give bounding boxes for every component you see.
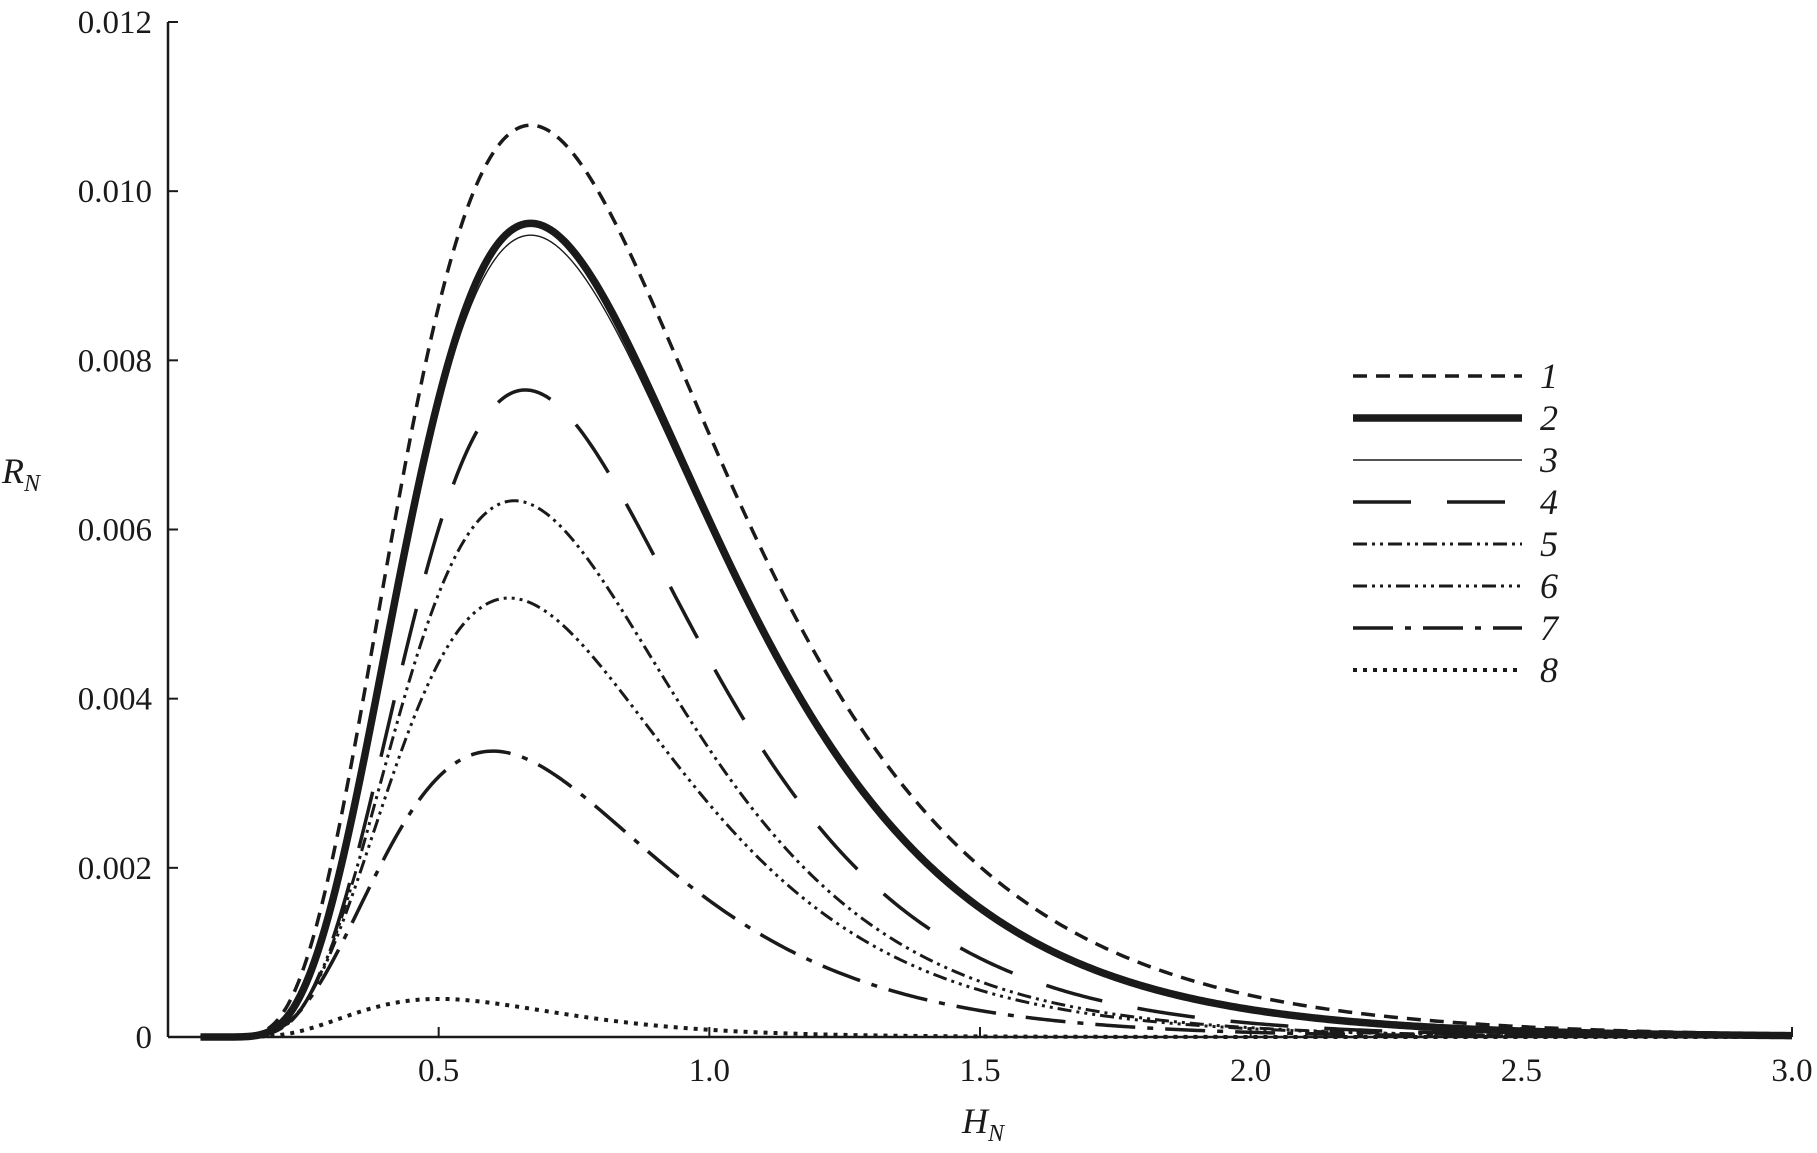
y-axis-title: RN <box>1 451 42 497</box>
y-axis-title-sub: N <box>23 471 42 497</box>
y-tick-label: 0.012 <box>78 5 152 41</box>
legend-label-5: 5 <box>1540 524 1558 564</box>
legend-label-7: 7 <box>1540 608 1560 648</box>
legend-label-4: 4 <box>1540 482 1558 522</box>
axis-titles: RN HN <box>1 451 1006 1147</box>
x-axis-title-sub: N <box>987 1121 1006 1147</box>
legend-label-6: 6 <box>1540 566 1558 606</box>
x-tick-label: 2.0 <box>1230 1053 1271 1089</box>
x-tick-label: 1.5 <box>959 1053 1000 1089</box>
x-axis-title: HN <box>961 1101 1006 1147</box>
x-tick-label: 0.5 <box>418 1053 459 1089</box>
legend-label-2: 2 <box>1540 398 1558 438</box>
x-axis-title-main: H <box>961 1101 990 1141</box>
y-tick-label: 0.010 <box>78 174 152 210</box>
legend-label-3: 3 <box>1539 440 1558 480</box>
x-tick-label: 1.0 <box>689 1053 730 1089</box>
y-tick-label: 0.004 <box>78 682 152 718</box>
series-line-3 <box>200 234 1793 1038</box>
y-tick-label: 0.008 <box>78 343 152 379</box>
y-tick-label: 0.006 <box>78 513 152 549</box>
series-line-7 <box>200 749 1792 1039</box>
y-tick-label: 0.002 <box>78 851 152 887</box>
x-tick-label: 3.0 <box>1771 1053 1812 1089</box>
y-axis-title-main: R <box>1 451 24 491</box>
series-line-5 <box>200 499 1792 1039</box>
x-tick-label: 2.5 <box>1501 1053 1542 1089</box>
y-tick-label: 0 <box>136 1020 153 1056</box>
series-line-1 <box>200 123 1793 1039</box>
legend-label-1: 1 <box>1540 356 1558 396</box>
legend-label-8: 8 <box>1540 650 1558 690</box>
ticks: 0.5 1.0 1.5 2.0 2.5 3.0 0 0.002 0.004 0.006 0.008 0… <box>78 5 1813 1089</box>
